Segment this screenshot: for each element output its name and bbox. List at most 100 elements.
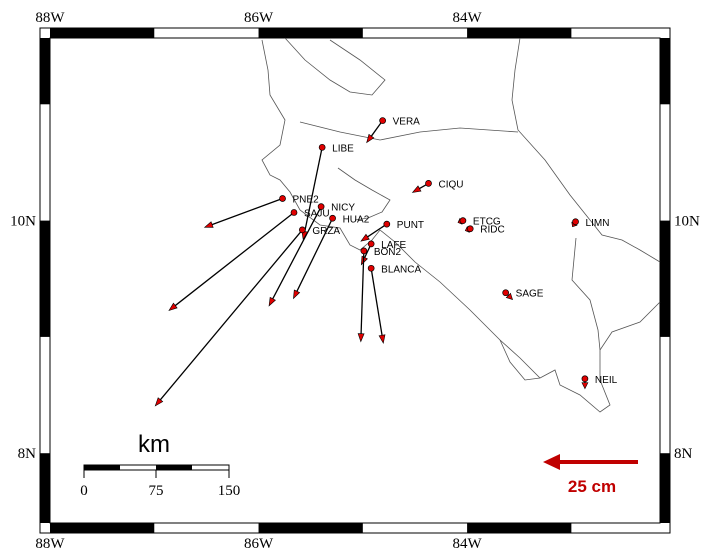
lon-tick-label: 88W xyxy=(35,10,65,26)
station-label: SAGE xyxy=(516,289,544,300)
lon-tick-label: 84W xyxy=(453,10,483,26)
station-marker xyxy=(318,143,326,151)
velocity-arrow xyxy=(158,229,303,402)
station-label: LAFE xyxy=(381,240,406,251)
station-label: GRZA xyxy=(312,226,340,237)
lat-tick-label: 8N xyxy=(18,446,37,462)
station-marker xyxy=(383,220,391,228)
station-libe: LIBE xyxy=(318,143,354,154)
station-hua2: HUA2 xyxy=(329,214,370,225)
arrow-head-icon xyxy=(268,296,276,307)
velocity-arrow xyxy=(365,223,388,239)
arrow-head-icon xyxy=(360,233,370,242)
station-marker xyxy=(466,225,474,233)
nicoya-gulf-coast xyxy=(337,167,391,221)
velocity-arrow xyxy=(369,120,384,138)
velocity-legend: 25 cm xyxy=(543,454,638,496)
frame-bar xyxy=(258,28,363,38)
station-marker xyxy=(329,214,336,222)
station-bon2: BON2 xyxy=(360,247,402,258)
station-limn: LIMN xyxy=(572,218,610,229)
frame-bar xyxy=(40,38,50,105)
lon-tick-label: 88W xyxy=(35,536,65,552)
caribbean-coastline xyxy=(511,37,661,263)
velocity-arrow xyxy=(370,268,383,337)
arrow-head-icon xyxy=(293,289,301,300)
legend-arrow-icon xyxy=(543,454,560,470)
velocity-arrow xyxy=(303,147,323,234)
arrow-head-icon xyxy=(154,397,164,407)
lon-tick-label: 86W xyxy=(244,10,274,26)
arrow-head-icon xyxy=(378,334,386,344)
arrow-head-icon xyxy=(168,302,178,312)
station-label: BLANCA xyxy=(381,264,421,275)
station-punt: PUNT xyxy=(383,220,424,231)
arrow-head-icon xyxy=(357,333,365,343)
station-label: LIBE xyxy=(332,143,354,154)
station-sage: SAGE xyxy=(502,289,544,300)
frame-bar xyxy=(660,220,670,337)
frame-bar xyxy=(50,523,155,533)
station-marker xyxy=(367,264,375,272)
station-marker xyxy=(572,218,579,226)
map-frame: 88W 88W 86W 86W 84W 84W 10N 10N 8N 8N xyxy=(10,10,700,552)
station-blanca: BLANCA xyxy=(367,264,422,275)
station-marker xyxy=(459,217,467,224)
arrow-head-icon xyxy=(360,255,368,266)
lat-tick-label: 10N xyxy=(10,214,36,230)
scale-label-0: 0 xyxy=(80,483,88,499)
frame-bar xyxy=(660,38,670,105)
station-lafe: LAFE xyxy=(367,240,407,251)
arrow-head-icon xyxy=(366,133,375,144)
station-neil: NEIL xyxy=(581,375,618,386)
velocity-arrow xyxy=(173,211,295,308)
outer-frame xyxy=(39,27,671,534)
station-saju: SAJU xyxy=(290,208,330,219)
frame-bar xyxy=(40,453,50,523)
arrow-head-icon xyxy=(411,185,422,193)
station-marker xyxy=(379,117,386,124)
station-grza: GRZA xyxy=(298,226,340,237)
frame-bar xyxy=(467,28,572,38)
arrow-head-icon xyxy=(581,382,589,390)
station-label: LIMN xyxy=(586,218,610,229)
panama-border xyxy=(571,237,601,351)
station-ridc: RIDC xyxy=(466,225,505,236)
station-label: VERA xyxy=(393,117,421,128)
legend-label: 25 cm xyxy=(568,477,616,496)
station-marker xyxy=(581,375,589,383)
pacific-coastline xyxy=(261,39,661,413)
station-label: RIDC xyxy=(480,225,504,236)
lat-tick-label: 8N xyxy=(674,446,693,462)
lat-tick-label: 10N xyxy=(674,214,700,230)
station-label: PUNT xyxy=(397,220,424,231)
scale-unit: km xyxy=(138,431,170,458)
station-marker xyxy=(502,289,510,297)
coastlines xyxy=(261,37,661,413)
velocity-arrow xyxy=(295,217,334,293)
station-marker xyxy=(317,203,325,210)
frame-bar xyxy=(50,28,155,38)
lon-tick-label: 86W xyxy=(244,536,274,552)
station-ciqu: CIQU xyxy=(425,179,464,190)
scale-label-150: 150 xyxy=(218,483,241,499)
lon-tick-label: 84W xyxy=(453,536,483,552)
station-label: NEIL xyxy=(595,375,618,386)
scale-bar: km 0 75 150 xyxy=(80,431,240,499)
station-label: HUA2 xyxy=(343,214,370,225)
nicaragua-border xyxy=(299,121,519,141)
frame-bar xyxy=(660,453,670,523)
station-marker xyxy=(279,195,286,202)
station-marker xyxy=(367,240,375,248)
frame-bar xyxy=(258,523,363,533)
station-nicy: NICY xyxy=(317,203,355,214)
velocity-arrow xyxy=(271,206,322,301)
station-label: SAJU xyxy=(304,208,330,219)
velocity-vectors xyxy=(154,120,589,407)
station-label: PNE2 xyxy=(293,195,320,206)
station-label: CIQU xyxy=(439,179,464,190)
station-marker xyxy=(298,226,306,234)
arrow-head-icon xyxy=(505,292,513,301)
